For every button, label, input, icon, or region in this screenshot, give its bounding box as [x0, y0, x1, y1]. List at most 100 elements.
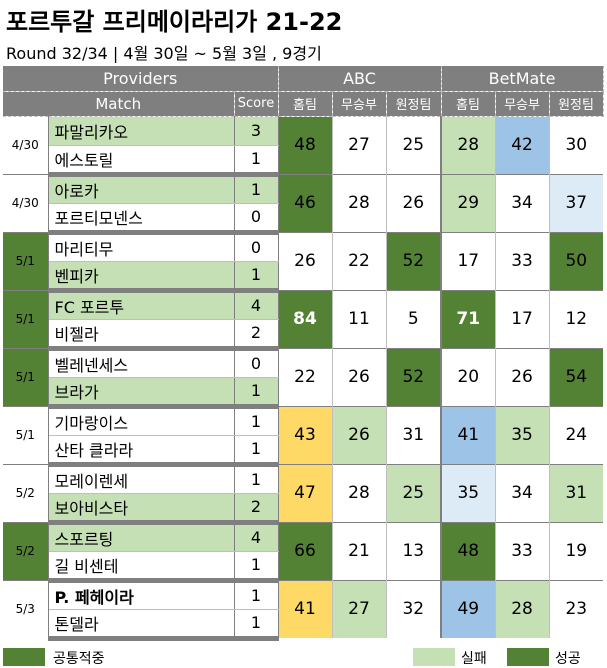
betmate-away-prob: 54 — [549, 347, 604, 406]
home-score: 0 — [234, 347, 279, 378]
abc-away-prob: 52 — [386, 231, 443, 290]
home-team: 벨레넨세스 — [48, 347, 235, 378]
betmate-draw-prob: 33 — [495, 231, 550, 290]
match-date: 5/3 — [3, 579, 49, 638]
betmate-away-prob: 24 — [549, 405, 604, 464]
table-row: 에스토릴 1 — [3, 145, 603, 177]
abc-home-prob: 43 — [278, 405, 333, 464]
betmate-away-prob: 50 — [549, 231, 604, 290]
home-team: FC 포르투 — [48, 289, 235, 320]
betmate-home-prob: 29 — [441, 173, 496, 232]
betmate-draw-prob: 35 — [495, 405, 550, 464]
abc-draw-prob: 28 — [332, 463, 387, 522]
betmate-home-prob: 71 — [441, 289, 496, 348]
abc-away-prob: 25 — [386, 116, 443, 174]
betmate-away-prob: 37 — [549, 173, 604, 232]
table-row: 톤델라 1 — [3, 609, 603, 641]
away-score: 1 — [234, 145, 279, 177]
abc-away-prob: 25 — [386, 463, 443, 522]
home-score: 1 — [234, 173, 279, 204]
table-row: 5/1 마리티무 0 26 22 52 17 33 50 — [3, 231, 604, 290]
away-team: 브라가 — [48, 377, 235, 409]
home-team: 스포르팅 — [48, 521, 235, 552]
away-score: 1 — [234, 377, 279, 409]
away-team: 포르티모넨스 — [48, 203, 235, 235]
table-row: 5/1 벨레넨세스 0 22 26 52 20 26 54 — [3, 347, 604, 406]
home-team: P. 페헤이라 — [48, 579, 235, 610]
away-score: 1 — [234, 551, 279, 583]
abc-home-prob: 84 — [278, 289, 333, 348]
betmate-away-prob: 30 — [565, 135, 588, 155]
table-row: 5/1 FC 포르투 4 84 11 5 71 17 12 — [3, 289, 604, 348]
legend-swatch-success — [507, 648, 549, 666]
home-score: 1 — [234, 405, 279, 436]
home-score: 3 — [234, 116, 279, 146]
legend-label-fail: 실패 — [461, 651, 487, 667]
abc-draw-prob: 27 — [332, 579, 387, 638]
away-team: 톤델라 — [48, 609, 235, 641]
match-date: 5/1 — [3, 347, 49, 406]
abc-home-prob: 48 — [278, 116, 333, 174]
away-score: 1 — [234, 609, 279, 641]
away-score: 2 — [234, 493, 279, 525]
table-row: 길 비센테 1 — [3, 551, 603, 583]
away-team: 보아비스타 — [48, 493, 235, 525]
score-header: Score — [234, 91, 279, 117]
abc-home-prob: 46 — [278, 173, 333, 232]
betmate-away-prob: 12 — [549, 289, 604, 348]
legend: 공통적중 실패 성공 — [3, 646, 603, 668]
away-score: 1 — [234, 435, 279, 467]
betmate-draw-prob: 26 — [495, 347, 550, 406]
away-team: 비젤라 — [48, 319, 235, 351]
away-team: 벤피카 — [48, 261, 235, 293]
away-score: 0 — [234, 203, 279, 235]
betmate-header: BetMate — [441, 66, 604, 92]
table-row: 5/1 기마랑이스 1 43 26 31 41 35 24 — [3, 405, 604, 464]
abc-draw-prob: 21 — [332, 521, 387, 580]
abc-draw-header: 무승부 — [332, 91, 387, 117]
betmate-home-prob: 48 — [441, 521, 496, 580]
table-row: 5/2 모레이렌세 1 47 28 25 35 34 31 — [3, 463, 604, 522]
abc-away-prob: 5 — [386, 289, 443, 348]
page-subtitle: Round 32/34 | 4월 30일 ~ 5월 3일 , 9경기 — [6, 44, 322, 63]
abc-header: ABC — [278, 66, 442, 92]
abc-away-header: 원정팀 — [386, 91, 442, 117]
betmate-home-prob: 35 — [441, 463, 496, 522]
match-date: 5/2 — [3, 521, 49, 580]
betmate-draw-prob: 33 — [495, 521, 550, 580]
legend-swatch-fail — [413, 648, 455, 666]
abc-draw-prob: 11 — [332, 289, 387, 348]
betmate-away-prob: 23 — [549, 579, 604, 638]
betmate-draw-prob: 17 — [495, 289, 550, 348]
home-score: 1 — [234, 579, 279, 610]
betmate-home-prob: 28 — [441, 116, 496, 174]
home-team: 아로카 — [48, 173, 235, 204]
abc-draw-prob: 26 — [332, 347, 387, 406]
betmate-home-prob: 17 — [441, 231, 496, 290]
legend-swatch-common — [3, 648, 45, 666]
away-score: 1 — [234, 261, 279, 293]
match-date: 5/2 — [3, 463, 49, 522]
abc-home-prob: 22 — [278, 347, 333, 406]
abc-draw-prob: 26 — [332, 405, 387, 464]
predictions-table: Providers ABC BetMate Match Score 홈팀 무승부… — [3, 66, 604, 641]
betmate-draw-header: 무승부 — [495, 91, 550, 117]
table-row: 5/3 P. 페헤이라 1 41 27 32 49 28 23 — [3, 579, 604, 638]
table-row: 4/30 아로카 1 46 28 26 29 34 37 — [3, 173, 604, 232]
abc-home-prob: 41 — [278, 579, 333, 638]
abc-away-prob: 32 — [386, 579, 443, 638]
betmate-away-header: 원정팀 — [549, 91, 604, 117]
home-score: 4 — [234, 289, 279, 320]
legend-label-common: 공통적중 — [53, 651, 105, 667]
away-team: 산타 클라라 — [48, 435, 235, 467]
abc-home-prob: 66 — [278, 521, 333, 580]
betmate-draw-prob: 42 — [495, 116, 550, 174]
home-team: 파말리카오 — [48, 116, 235, 146]
abc-away-prob: 31 — [386, 405, 443, 464]
abc-away-prob: 13 — [386, 521, 443, 580]
home-score: 0 — [234, 231, 279, 262]
home-team: 기마랑이스 — [48, 405, 235, 436]
betmate-home-header: 홈팀 — [441, 91, 496, 117]
betmate-away-prob: 19 — [549, 521, 604, 580]
betmate-draw-prob: 34 — [495, 463, 550, 522]
